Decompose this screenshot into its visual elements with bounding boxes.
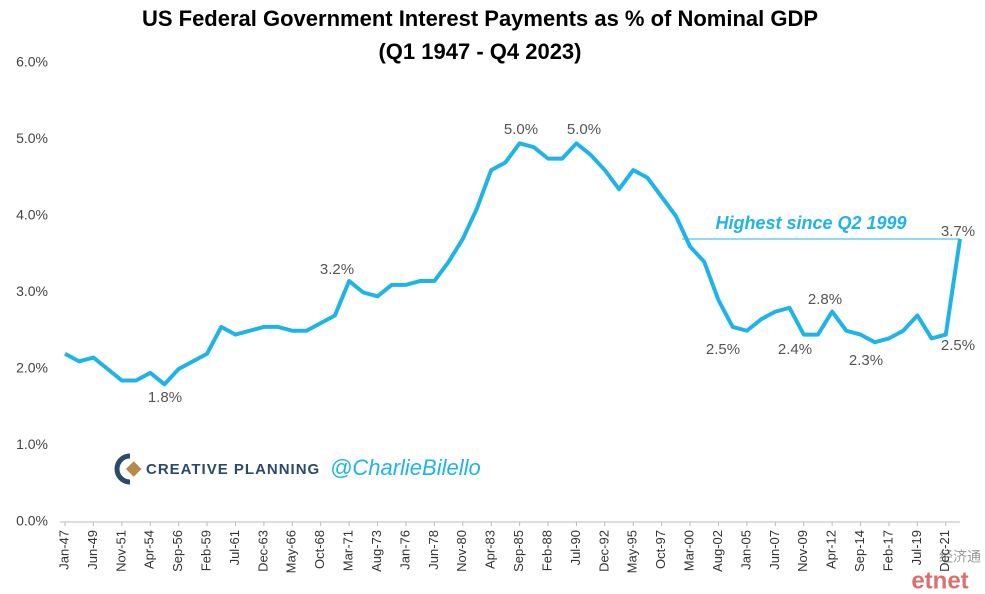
brand-logo — [114, 453, 131, 485]
y-tick-label: 3.0% — [16, 283, 48, 299]
x-tick-label: Sep-85 — [511, 530, 526, 572]
x-tick-label: Apr-54 — [142, 530, 157, 569]
y-tick-label: 2.0% — [16, 360, 48, 376]
watermark: 经济通 — [939, 549, 981, 565]
x-tick-label: Sep-14 — [852, 530, 867, 572]
x-tick-label: May-95 — [625, 530, 640, 573]
annotation: 2.5% — [706, 341, 740, 358]
y-tick-label: 4.0% — [16, 207, 48, 223]
watermark: etnet — [911, 567, 968, 594]
brand-logo-diamond — [125, 461, 142, 477]
x-tick-label: Jun-78 — [426, 530, 441, 570]
x-tick-label: May-66 — [284, 530, 299, 573]
x-tick-label: Jun-07 — [767, 530, 782, 570]
x-tick-label: Jul-19 — [909, 530, 924, 565]
x-tick-label: Nov-80 — [454, 530, 469, 572]
annotation: 2.5% — [941, 337, 975, 354]
annotation: 2.8% — [808, 291, 842, 308]
x-tick-label: Oct-97 — [653, 530, 668, 569]
x-tick-label: Jul-90 — [568, 530, 583, 565]
annotation: 5.0% — [504, 121, 538, 138]
annotation: 1.8% — [148, 389, 182, 406]
chart-subtitle: (Q1 1947 - Q4 2023) — [378, 39, 581, 64]
x-tick-label: Aug-73 — [369, 530, 384, 572]
x-tick-label: Dec-21 — [937, 530, 952, 572]
x-tick-label: Feb-59 — [199, 530, 214, 571]
annotation: 3.2% — [320, 261, 354, 278]
x-tick-label: Jun-49 — [85, 530, 100, 570]
x-tick-label: Jul-61 — [227, 530, 242, 565]
x-tick-label: Mar-71 — [341, 530, 356, 571]
x-tick-label: Nov-09 — [795, 530, 810, 572]
annotation: 3.7% — [941, 223, 975, 240]
handle: @CharlieBilello — [330, 455, 481, 480]
y-tick-label: 6.0% — [16, 54, 48, 70]
x-tick-label: Aug-02 — [710, 530, 725, 572]
x-tick-label: Sep-56 — [170, 530, 185, 572]
x-tick-label: Dec-63 — [255, 530, 270, 572]
brand: CREATIVE PLANNING — [146, 461, 320, 478]
x-tick-label: Feb-17 — [880, 530, 895, 571]
chart-title: US Federal Government Interest Payments … — [142, 6, 818, 31]
x-tick-label: Apr-83 — [483, 530, 498, 569]
x-tick-label: Jan-76 — [397, 530, 412, 570]
annotation: 2.4% — [778, 341, 812, 358]
x-tick-label: Nov-51 — [113, 530, 128, 572]
annotation: 2.3% — [849, 352, 883, 369]
x-tick-label: Apr-12 — [824, 530, 839, 569]
series-line — [64, 141, 962, 387]
annotation: 5.0% — [567, 121, 601, 138]
x-tick-label: Feb-88 — [539, 530, 554, 571]
highlight-label: Highest since Q2 1999 — [715, 213, 906, 233]
y-tick-label: 0.0% — [16, 513, 48, 529]
x-tick-label: Mar-00 — [682, 530, 697, 571]
x-tick-label: Jan-05 — [738, 530, 753, 570]
y-tick-label: 1.0% — [16, 436, 48, 452]
x-tick-label: Dec-92 — [596, 530, 611, 572]
x-tick-label: Jan-47 — [56, 530, 71, 570]
x-tick-label: Oct-68 — [312, 530, 327, 569]
y-tick-label: 5.0% — [16, 130, 48, 146]
